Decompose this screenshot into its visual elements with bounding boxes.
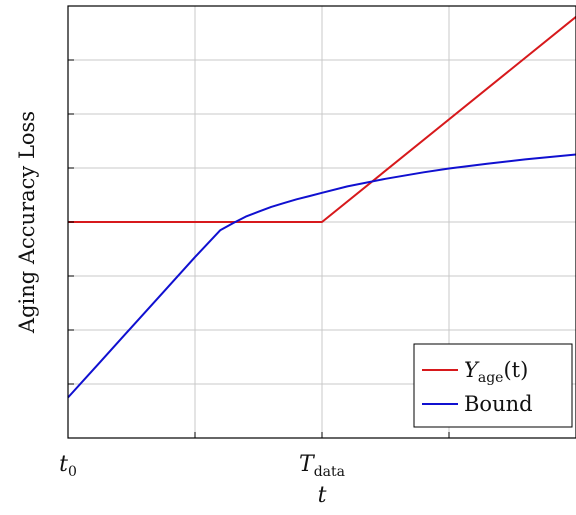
- legend-label-0: Yage(t): [464, 358, 528, 386]
- legend: Yage(t) Bound: [413, 343, 573, 428]
- x-axis-label: t: [318, 483, 327, 508]
- tick-label-layer: t0 Tdata: [59, 452, 345, 480]
- tick-layer: [67, 5, 576, 439]
- x-tick-label: Tdata: [299, 452, 345, 480]
- series-line-0: [68, 16, 576, 223]
- series-line-1: [67, 153, 576, 399]
- x-tick-label: t0: [59, 452, 77, 480]
- legend-box: [413, 343, 573, 428]
- y-axis-label: Aging Accuracy Loss: [15, 111, 39, 334]
- legend-label-1: Bound: [464, 392, 533, 416]
- series-layer: [67, 16, 576, 399]
